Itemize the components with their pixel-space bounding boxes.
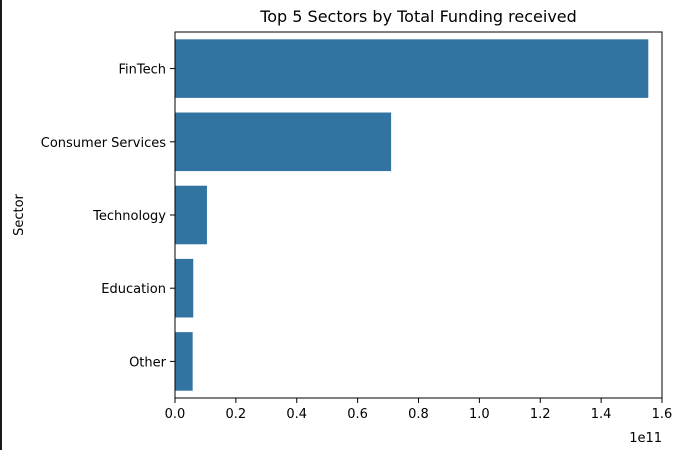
bar-technology — [175, 185, 207, 245]
y-axis-label: Sector — [12, 193, 27, 235]
y-tick-label: Other — [129, 355, 167, 370]
x-tick-label: 1.4 — [591, 407, 612, 422]
y-axis-ticks: FinTech Consumer Services Technology Educat… — [41, 63, 175, 370]
y-tick-label: Education — [101, 282, 166, 297]
x-tick-label: 0.0 — [165, 407, 186, 422]
x-tick-label: 0.4 — [286, 407, 307, 422]
x-tick-label: 0.2 — [226, 407, 247, 422]
window-edge — [0, 0, 2, 450]
plot-frame — [174, 31, 663, 399]
x-tick-label: 1.0 — [469, 407, 490, 422]
chart-title: Top 5 Sectors by Total Funding received — [259, 7, 577, 26]
bars-group — [175, 39, 649, 391]
x-axis-ticks: 0.0 0.2 0.4 0.6 0.8 1.0 1.2 1.4 1.6 — [165, 398, 673, 422]
x-tick-label: 0.8 — [408, 407, 429, 422]
bar-consumer-services — [175, 112, 392, 172]
x-tick-label: 1.2 — [530, 407, 551, 422]
x-tick-label: 1.6 — [652, 407, 673, 422]
x-tick-label: 0.6 — [347, 407, 368, 422]
bar-education — [175, 258, 194, 318]
bar-other — [175, 332, 193, 391]
y-tick-label: Consumer Services — [41, 136, 166, 151]
x-axis-offset-label: 1e11 — [629, 431, 662, 446]
bar-fintech — [175, 39, 649, 98]
y-tick-label: FinTech — [119, 63, 167, 78]
y-tick-label: Technology — [92, 209, 166, 224]
